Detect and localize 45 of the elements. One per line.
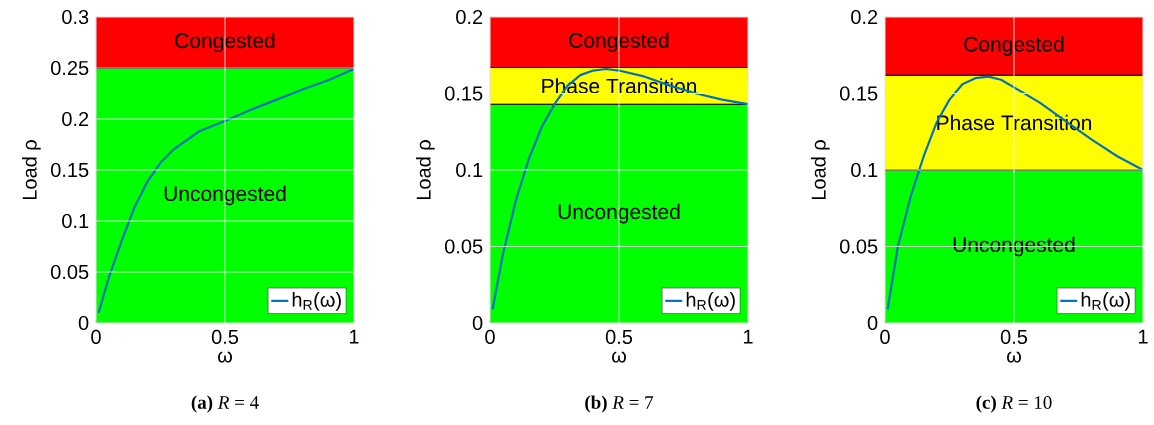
band-label: Congested bbox=[569, 32, 669, 53]
y-tick-label: 0.1 bbox=[851, 162, 878, 178]
band-label: Uncongested bbox=[558, 203, 680, 224]
x-tick-label: 1 bbox=[743, 329, 753, 344]
y-tick-label: 0 bbox=[78, 315, 89, 331]
y-tick-label: 0.2 bbox=[851, 9, 878, 25]
y-tick-label: 0.25 bbox=[51, 60, 89, 76]
band-label: Congested bbox=[175, 32, 275, 53]
y-axis-title: Load ρ bbox=[811, 140, 830, 200]
line-series bbox=[491, 67, 750, 311]
x-tick-label: 1 bbox=[349, 329, 359, 344]
y-tick-label: 0.05 bbox=[51, 264, 89, 280]
text: (a) R = 4 bbox=[191, 395, 259, 413]
text: (b) R = 7 bbox=[585, 395, 654, 413]
x-tick-label: 0 bbox=[91, 329, 101, 345]
y-tick-label: 0.1 bbox=[456, 162, 483, 178]
y-tick-label: 0.1 bbox=[62, 213, 89, 229]
y-tick-label: 0.05 bbox=[839, 239, 878, 254]
x-tick-label: 0.5 bbox=[605, 329, 633, 345]
legend-label: h$_{R}$(ω) bbox=[1081, 292, 1130, 311]
x-tick-label: 0.5 bbox=[1000, 329, 1028, 345]
y-tick-label: 0.15 bbox=[839, 86, 878, 101]
x-tick-label: 0 bbox=[485, 329, 495, 345]
y-axis-title: Load ρ bbox=[22, 140, 41, 200]
y-tick-label: 0.2 bbox=[62, 111, 89, 127]
band-label: Uncongested bbox=[164, 185, 286, 206]
x-tick-label: 1 bbox=[1138, 329, 1148, 344]
x-tick-label: 0 bbox=[880, 329, 890, 345]
band-label: Congested bbox=[964, 36, 1064, 56]
y-tick-label: 0.15 bbox=[51, 162, 89, 178]
text: (c) R = 10 bbox=[976, 395, 1052, 413]
y-axis-title: Load ρ bbox=[416, 140, 435, 200]
x-axis-title: ω bbox=[218, 351, 232, 363]
line-series bbox=[886, 75, 1145, 311]
y-tick-label: 0 bbox=[867, 315, 878, 331]
legend-label: h$_{R}$(ω) bbox=[292, 292, 341, 311]
y-tick-label: 0.3 bbox=[62, 9, 89, 25]
y-tick-label: 0.05 bbox=[445, 239, 483, 254]
x-axis-title: ω bbox=[1007, 351, 1021, 363]
y-tick-label: 0.15 bbox=[445, 86, 483, 101]
x-axis-title: ω bbox=[612, 351, 626, 363]
y-tick-label: 0 bbox=[472, 315, 483, 331]
y-tick-label: 0.2 bbox=[456, 9, 483, 25]
legend-label: h$_{R}$(ω) bbox=[686, 292, 735, 311]
x-tick-label: 0.5 bbox=[211, 329, 239, 345]
